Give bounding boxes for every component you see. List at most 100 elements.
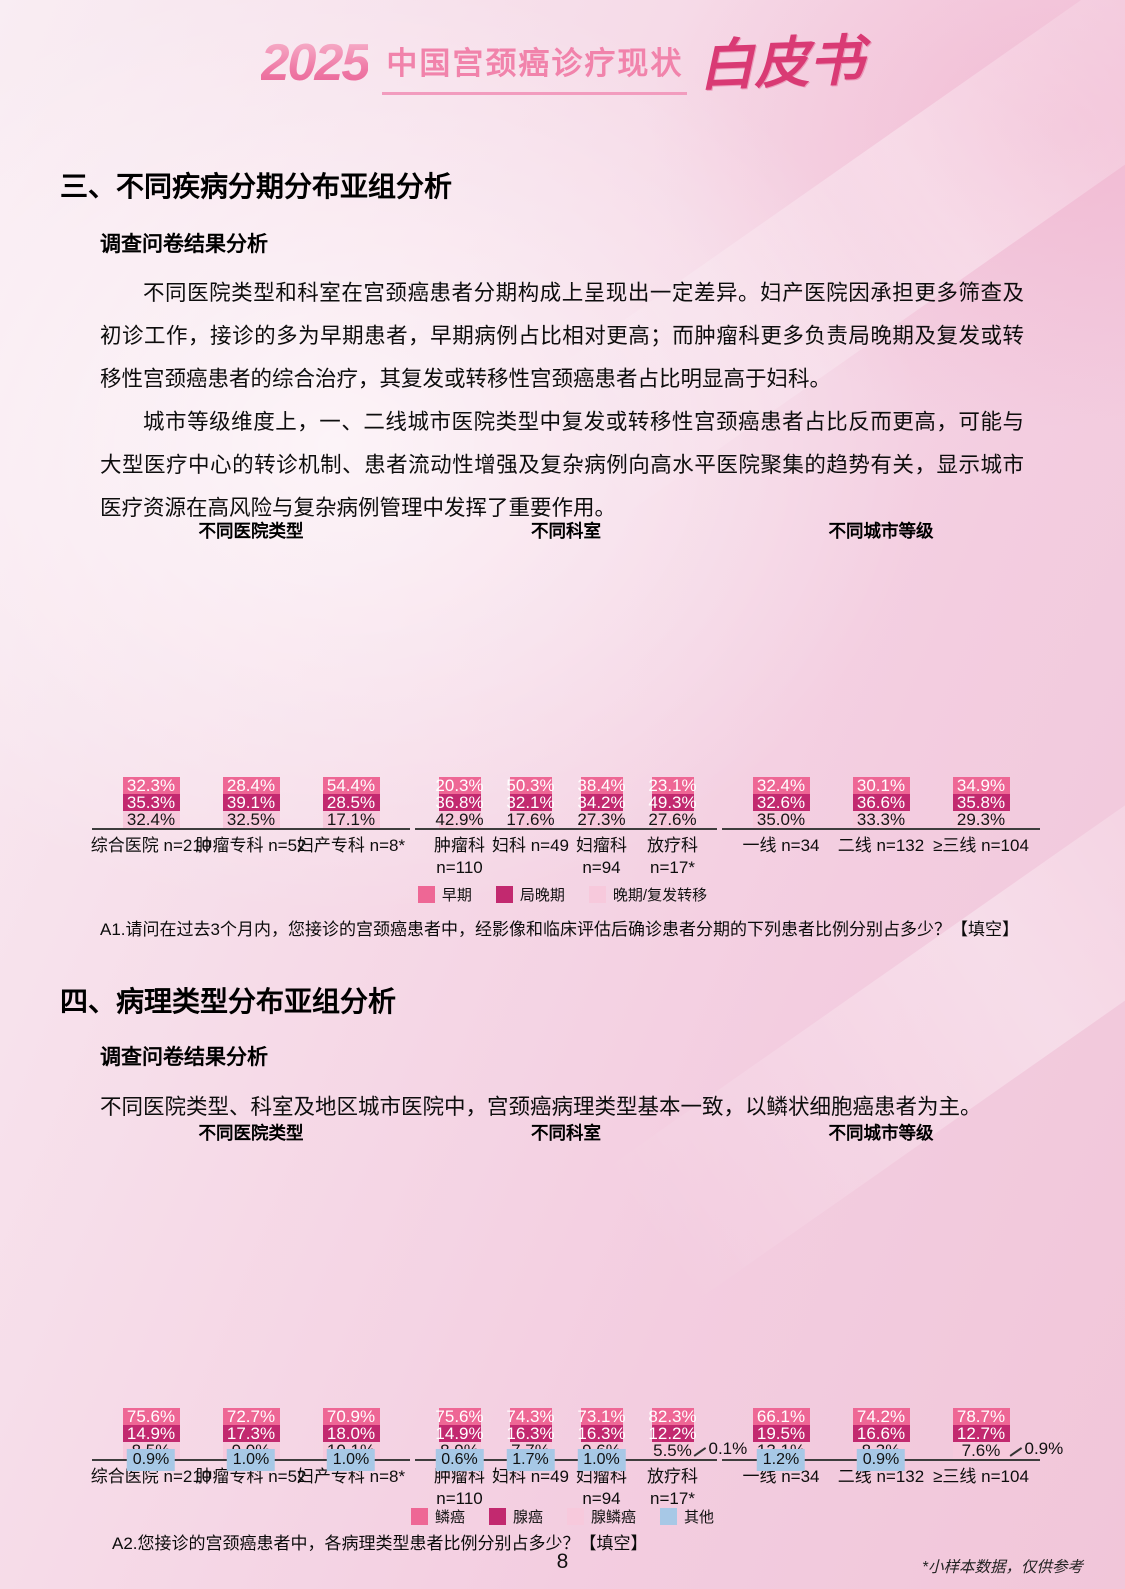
legend-swatch xyxy=(588,886,606,903)
value-label: 32.5% xyxy=(226,810,276,829)
value-label: 39.1% xyxy=(226,793,276,812)
value-label: 32.1% xyxy=(506,793,555,812)
value-label: 72.7% xyxy=(226,1407,276,1426)
value-label: 35.8% xyxy=(956,793,1006,812)
x-axis-labels: 综合医院 n=210 肿瘤专科 n=52 妇产专科 n=8* xyxy=(91,1466,410,1488)
segment-局晚期: 35.3% xyxy=(122,794,180,811)
x-label-slot: 肿瘤科 n=110 xyxy=(424,835,495,879)
chart-plot: 75.6%14.9%8.9%0.6% 74.3%16.3%7.7%1.7% 73.1… xyxy=(415,1152,747,1471)
category-label: 妇瘤科 n=94 xyxy=(576,1467,627,1508)
other-value-badge: 1.2% xyxy=(756,1449,806,1471)
legend-label: 腺癌 xyxy=(512,1509,543,1526)
category-label: 肿瘤专科 n=52 xyxy=(195,836,307,855)
segment-局晚期: 39.1% xyxy=(222,793,280,812)
value-label: 29.3% xyxy=(956,810,1006,829)
stacked-bar: 75.6%14.9%8.9%0.6% xyxy=(435,1408,484,1471)
value-label: 54.4% xyxy=(326,776,376,795)
segment-局晚期: 36.8% xyxy=(435,794,484,811)
stacked-bar: 75.6%14.9%8.5%0.9% xyxy=(122,1408,180,1471)
category-label: 综合医院 n=210 xyxy=(90,836,212,855)
stacked-bar: 66.1%19.5%13.1%1.2% xyxy=(752,1408,810,1471)
pathology-legend: 鳞癌 腺癌 腺鳞癌 其他 xyxy=(0,1506,1125,1527)
category-label: 妇产专科 n=8* xyxy=(296,836,406,855)
segment-早期: 28.4% xyxy=(222,777,280,794)
bar-slot: 78.7% 12.7% 7.6% 0.9% xyxy=(931,1408,1063,1459)
x-label-slot: 妇产专科 n=8* xyxy=(297,1466,405,1488)
legend-item: 局晚期 xyxy=(495,884,565,905)
category-label: 放疗科 n=17* xyxy=(647,836,698,877)
segment-早期: 23.1% xyxy=(648,777,697,794)
logo-suffix: 白皮书 xyxy=(698,29,866,97)
segment-晚期/复发转移: 29.3% xyxy=(952,810,1010,829)
stacked-bar: 23.1% 49.3% 27.6% xyxy=(648,777,697,828)
value-label: 27.6% xyxy=(648,810,697,829)
segment-局晚期: 36.6% xyxy=(852,794,910,811)
other-value-badge: 1.0% xyxy=(326,1449,376,1471)
legend-swatch xyxy=(495,886,513,903)
section4-subheading: 调查问卷结果分析 xyxy=(100,1046,268,1069)
bar-slot: 32.3% 35.3% 32.4% xyxy=(101,777,201,828)
x-label-slot: ≥三线 n=104 xyxy=(931,835,1031,857)
chart-title: 不同城市等级 xyxy=(828,1123,934,1143)
bar-slot: 30.1% 36.6% 33.3% xyxy=(831,777,931,828)
section3-heading: 三、不同疾病分期分布亚组分析 xyxy=(60,171,453,202)
segment-早期: 30.1% xyxy=(852,777,910,794)
chart-title: 不同科室 xyxy=(531,521,601,541)
stacked-bar: 28.4% 39.1% 32.5% xyxy=(222,777,280,829)
stacked-bar: 72.7%17.3%9.0%1.0% xyxy=(222,1407,280,1471)
stacked-bar: 20.3% 36.8% 42.9% xyxy=(435,777,484,828)
section4-paragraph-1: 不同医院类型、科室及地区城市医院中，宫颈癌病理类型基本一致，以鳞状细胞癌患者为主… xyxy=(100,1095,982,1119)
bar-slot: 34.9% 35.8% 29.3% xyxy=(931,777,1031,828)
segment-鳞癌: 73.1% xyxy=(577,1408,626,1425)
bar-slot: 32.4% 32.6% 35.0% xyxy=(731,777,831,828)
category-label: 肿瘤科 n=110 xyxy=(434,1467,485,1508)
value-label: 27.3% xyxy=(577,810,626,829)
segment-腺癌: 17.3% xyxy=(222,1425,280,1442)
staging-legend: 早期 局晚期 晚期/复发转移 xyxy=(0,884,1125,905)
stacked-bar: 32.4% 32.6% 35.0% xyxy=(752,776,810,828)
stacked-bar: 74.3%16.3%7.7%1.7% xyxy=(506,1408,555,1471)
x-label-slot: 二线 n=132 xyxy=(831,1466,931,1488)
legend-item: 腺鳞癌 xyxy=(567,1506,636,1527)
question-a1: A1.请问在过去3个月内，您接诊的宫颈癌患者中，经影像和临床评估后确诊患者分期的… xyxy=(100,920,1019,939)
value-label: 33.3% xyxy=(856,810,906,829)
value-label: 34.9% xyxy=(956,776,1006,795)
chart-plot: 32.3% 35.3% 32.4% 28.4% 39.1% 32.5% 54.4% 28.5%… xyxy=(92,550,410,830)
x-label-slot: ≥三线 n=104 xyxy=(931,1466,1031,1488)
callout-line xyxy=(693,1446,706,1456)
legend-item: 腺癌 xyxy=(488,1506,543,1527)
category-label: 二线 n=132 xyxy=(837,1467,925,1486)
other-value-badge: 1.0% xyxy=(226,1449,276,1471)
legend-swatch xyxy=(417,886,435,903)
category-label: 一线 n=34 xyxy=(742,836,820,855)
chart-title: 不同科室 xyxy=(531,1123,601,1143)
stacked-bar: 34.9% 35.8% 29.3% xyxy=(952,776,1010,829)
segment-鳞癌: 74.2% xyxy=(852,1408,910,1425)
logo-title-block: 中国宫颈癌诊疗现状 xyxy=(382,38,688,95)
x-label-slot: 妇产专科 n=8* xyxy=(297,835,405,857)
x-label-slot: 妇科 n=49 xyxy=(492,835,569,879)
x-label-slot: 一线 n=34 xyxy=(731,1466,831,1488)
value-label: 32.4% xyxy=(756,776,806,795)
callout-line xyxy=(1009,1446,1022,1456)
value-label: 49.3% xyxy=(648,793,697,812)
stacked-bar: 38.4% 34.2% 27.3% xyxy=(577,777,626,828)
stacked-bar: 73.1%16.3%9.6%1.0% xyxy=(577,1408,626,1471)
value-label: 14.9% xyxy=(126,1424,176,1443)
segment-腺鳞癌: 7.6% xyxy=(952,1442,1010,1459)
bar-slot: 74.3%16.3%7.7%1.7% xyxy=(495,1408,566,1471)
legend-swatch xyxy=(567,1508,584,1525)
segment-局晚期: 34.2% xyxy=(577,794,626,811)
bar-slot: 38.4% 34.2% 27.3% xyxy=(566,777,637,828)
chart-department-staging: 不同科室 20.3% 36.8% 42.9% 50.3% 32.1% 17.6% 38.4% 3… xyxy=(415,520,717,879)
x-label-slot: 二线 n=132 xyxy=(831,835,931,857)
segment-早期: 34.9% xyxy=(952,776,1010,795)
value-label: 16.3% xyxy=(506,1424,555,1443)
value-label: 16.6% xyxy=(856,1424,906,1443)
segment-鳞癌: 78.7% xyxy=(952,1408,1010,1425)
segment-腺癌: 12.7% xyxy=(952,1425,1010,1442)
bar-slot: 82.3% 12.2% 5.5% 0.1% xyxy=(637,1408,747,1459)
bar-slot: 50.3% 32.1% 17.6% xyxy=(495,777,566,828)
segment-鳞癌: 70.9% xyxy=(322,1408,380,1425)
other-value-callout: 0.9% xyxy=(1024,1439,1064,1458)
